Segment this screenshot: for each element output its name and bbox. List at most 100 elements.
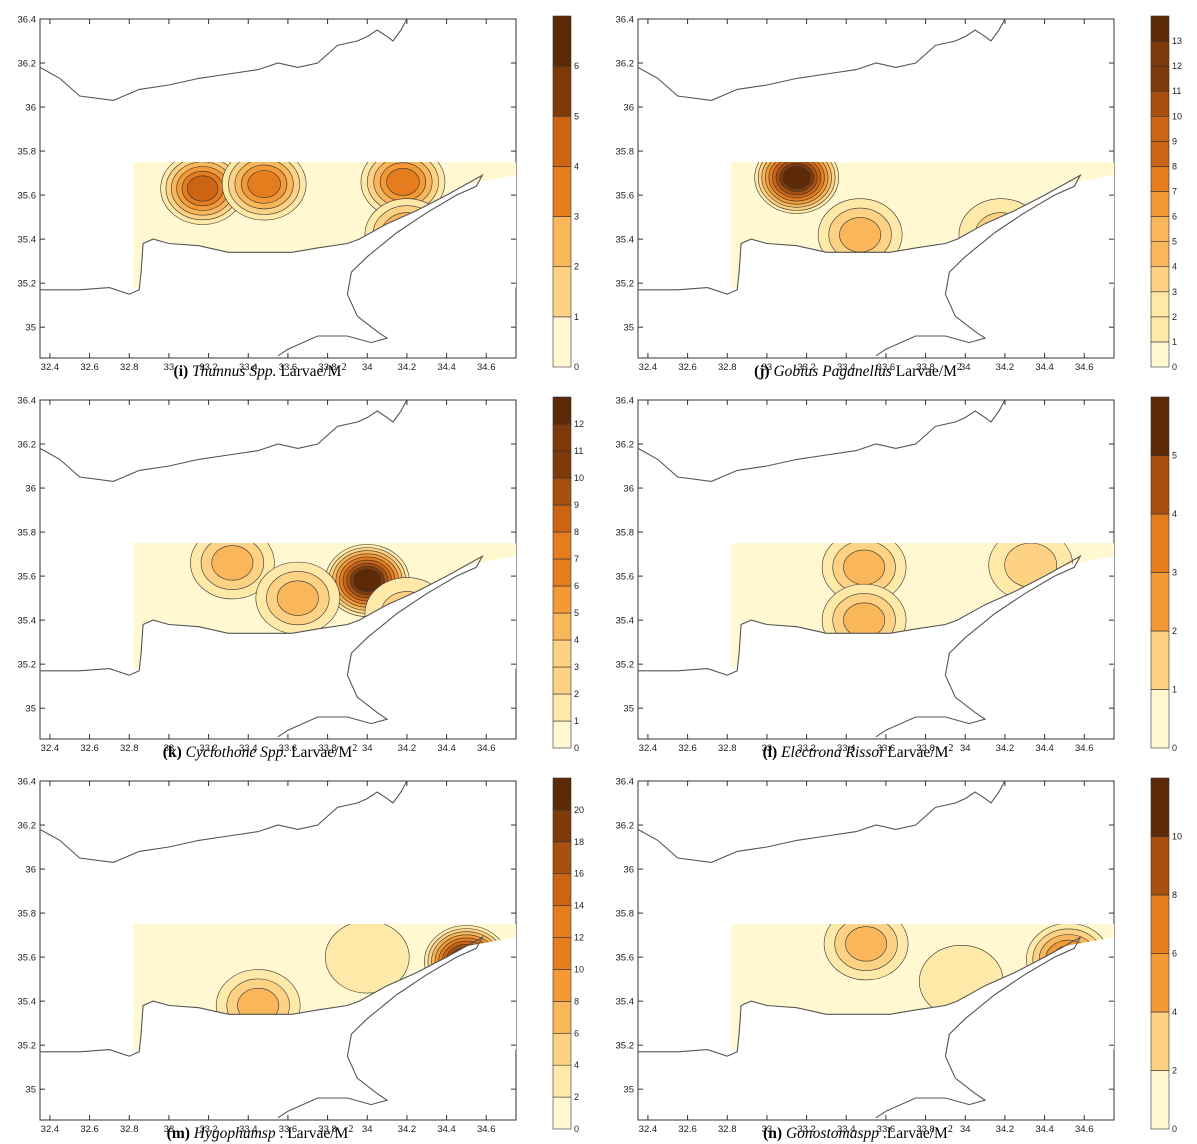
y-tick-label: 36	[25, 103, 36, 114]
y-tick-label: 35.4	[616, 616, 635, 627]
colorbar-label: 6	[1172, 949, 1177, 959]
colorbar-swatch	[552, 65, 572, 117]
y-tick-label: 35.2	[616, 660, 635, 671]
caption-unit: Larvae/M	[287, 744, 353, 762]
caption-unit: Larvae/M	[276, 363, 342, 381]
colorbar-label: 6	[1172, 212, 1177, 222]
colorbar-label: 4	[574, 1060, 579, 1070]
colorbar-swatch	[552, 873, 572, 906]
colorbar-swatch	[552, 666, 572, 695]
x-tick-label: 33.6	[279, 743, 298, 754]
colorbar-label: 4	[1172, 1007, 1177, 1017]
x-tick-label: 33.6	[877, 743, 896, 754]
x-tick-label: 33.6	[279, 1124, 298, 1135]
colorbar-label: 1	[1172, 685, 1177, 695]
colorbar-swatch	[552, 266, 572, 318]
caption-unit: Larvae/M	[891, 363, 957, 381]
colorbar-label: 4	[574, 635, 579, 645]
colorbar-swatch	[1150, 953, 1170, 1013]
x-tick-label: 32.4	[41, 362, 60, 373]
x-tick-label: 32.4	[639, 1124, 658, 1135]
colorbar-label: 4	[1172, 509, 1177, 519]
x-tick-label: 34.4	[1035, 1124, 1054, 1135]
y-tick-label: 36.2	[18, 821, 37, 832]
colorbar-swatch	[552, 477, 572, 506]
x-tick-label: 32.6	[678, 743, 697, 754]
contour-ring	[276, 580, 319, 616]
x-tick-label: 34.6	[477, 1124, 496, 1135]
colorbar-swatch	[1150, 572, 1170, 632]
x-tick-label: 33.6	[877, 362, 896, 373]
y-tick-label: 36	[623, 103, 634, 114]
y-tick-label: 36	[623, 865, 634, 876]
colorbar-label: 5	[574, 608, 579, 618]
coastline-cyprus	[638, 173, 1082, 357]
y-tick-label: 35.4	[616, 235, 635, 246]
colorbar-swatch	[552, 423, 572, 452]
map-panel-hygophum: 32.4 32.6 32.8 33 33.2 33.4 33.6 33.8 34 34.2 34.4…	[0, 762, 598, 1143]
colorbar-label: 2	[574, 689, 579, 699]
caption-species: Gobius Paganellus	[769, 363, 892, 381]
colorbar-label: 12	[574, 933, 584, 943]
colorbar-label: 0	[1172, 362, 1177, 372]
y-tick-label: 35	[623, 323, 634, 334]
coastline-turkey	[637, 399, 1006, 482]
y-tick-label: 36.4	[616, 777, 635, 788]
colorbar-swatch	[1150, 316, 1170, 343]
y-tick-label: 35.4	[18, 997, 37, 1008]
map-panel-thunnus: 32.4 32.6 32.8 33 33.2 33.4 33.6 33.8 34 34.2 34.4…	[0, 0, 598, 381]
colorbar-label: 1	[574, 716, 579, 726]
colorbar-label: 8	[574, 527, 579, 537]
colorbar-label: 8	[1172, 890, 1177, 900]
colorbar-swatch	[1150, 115, 1170, 142]
caption-species: Electrona Rissoi	[777, 744, 884, 762]
colorbar-swatch	[1150, 216, 1170, 242]
panel-caption: (i) Thunnus Spp. Larvae/M2	[0, 362, 520, 381]
colorbar-label: 4	[1172, 262, 1177, 272]
y-tick-label: 35.8	[616, 528, 635, 539]
caption-sup: 2	[352, 743, 358, 754]
caption-label: (k)	[162, 744, 182, 762]
colorbar-label: 12	[1172, 61, 1182, 71]
x-tick-label: 34	[960, 743, 971, 754]
colorbar-label: 13	[1172, 36, 1182, 46]
x-tick-label: 33.6	[279, 362, 298, 373]
x-tick-label: 34.2	[996, 743, 1015, 754]
colorbar-label: 9	[574, 500, 579, 510]
y-tick-label: 35.6	[616, 953, 635, 964]
colorbar-label: 0	[1172, 743, 1177, 753]
x-tick-label: 33	[762, 1124, 773, 1135]
y-tick-label: 35.2	[616, 1041, 635, 1052]
caption-species: Cyclothone Spp.	[181, 744, 288, 762]
colorbar-label: 20	[574, 805, 584, 815]
colorbar-swatch	[1150, 1070, 1170, 1130]
x-tick-label: 34	[362, 362, 373, 373]
colorbar-swatch	[1150, 166, 1170, 192]
contour-ring	[353, 569, 382, 592]
colorbar-swatch	[1150, 689, 1170, 749]
panel-caption: (k) Cyclothone Spp. Larvae/M2	[0, 743, 520, 762]
y-tick-label: 35.8	[616, 909, 635, 920]
x-tick-label: 34.6	[477, 743, 496, 754]
contour-ring	[843, 602, 886, 638]
colorbar-label: 0	[574, 362, 579, 372]
y-tick-label: 35.8	[18, 909, 37, 920]
x-tick-label: 34.6	[1075, 743, 1094, 754]
colorbar-swatch	[1150, 15, 1170, 42]
x-tick-label: 33.2	[199, 1124, 218, 1135]
colorbar-swatch	[1150, 630, 1170, 690]
map-svg: 32.4 32.6 32.8 33 33.2 33.4 33.6 33.8 34 34.2 34.4…	[616, 777, 1183, 1136]
colorbar-label: 7	[574, 554, 579, 564]
colorbar-swatch	[1150, 836, 1170, 896]
x-tick-label: 33.4	[837, 362, 856, 373]
y-tick-label: 36.4	[616, 15, 635, 26]
colorbar-label: 8	[1172, 161, 1177, 171]
y-tick-label: 36	[623, 484, 634, 495]
contour-ring	[187, 175, 219, 202]
colorbar-swatch	[552, 396, 572, 425]
colorbar-swatch	[552, 841, 572, 875]
x-tick-label: 32.4	[639, 362, 658, 373]
colorbar-label: 5	[574, 111, 579, 121]
y-tick-label: 35.4	[18, 235, 37, 246]
x-tick-label: 34.4	[1035, 743, 1054, 754]
